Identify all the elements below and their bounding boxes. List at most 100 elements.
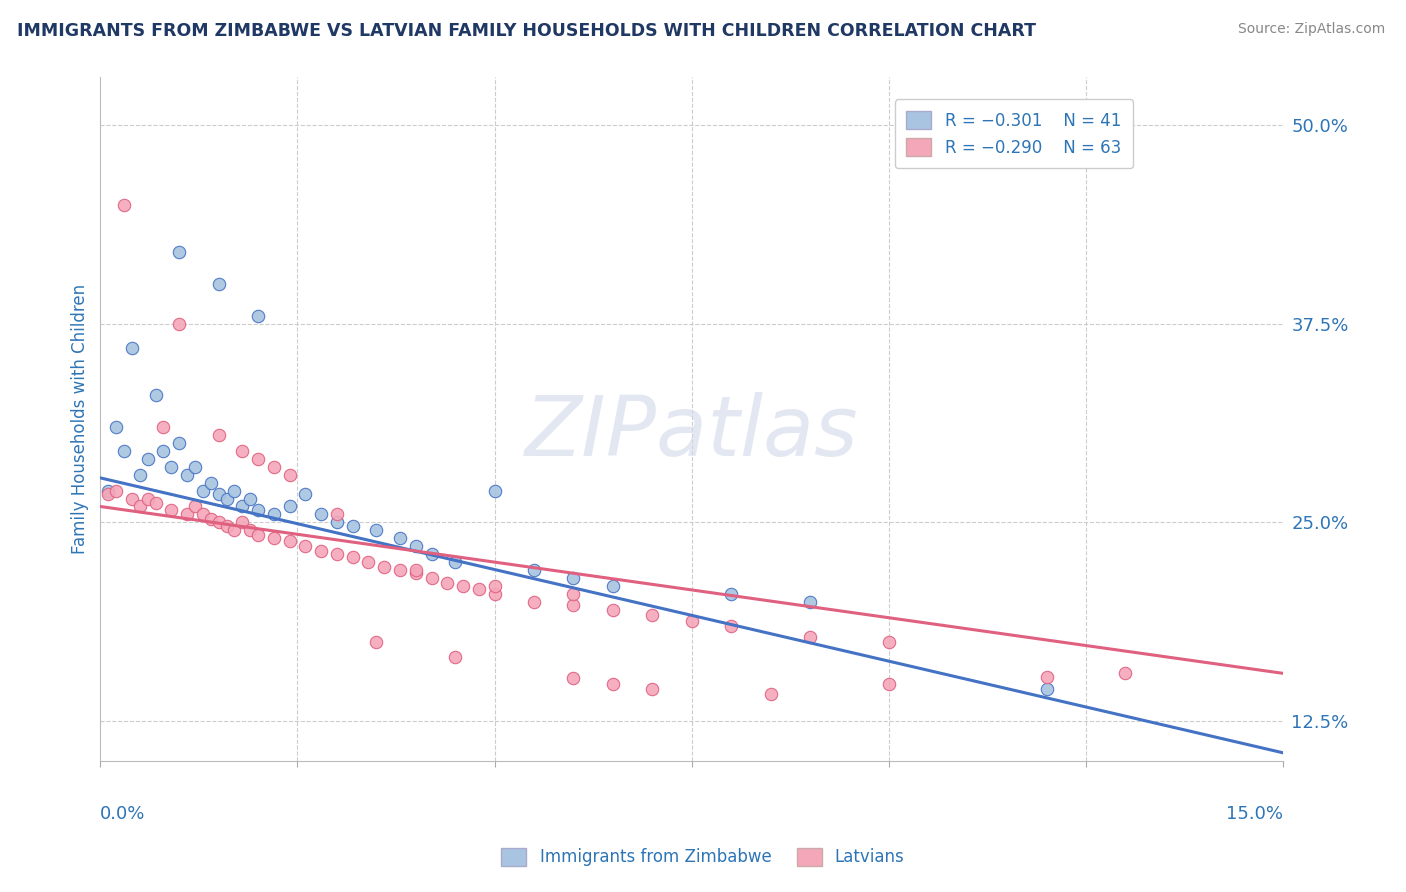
Point [152,443,174,458]
Point [420,571,443,585]
Point [105,483,128,498]
Point [366,524,388,538]
Point [97,487,120,501]
Y-axis label: Family Households with Children: Family Households with Children [72,284,89,554]
Point [231,516,253,530]
Point [681,614,703,628]
Point [112,443,135,458]
Point [160,459,183,474]
Point [97,483,120,498]
Point [484,587,506,601]
Point [405,566,427,581]
Point [263,459,285,474]
Point [247,528,270,542]
Point [191,508,214,522]
Point [436,575,458,590]
Point [247,451,270,466]
Point [602,579,624,593]
Point [136,491,159,506]
Point [641,607,664,622]
Point [167,317,190,331]
Point [278,467,301,482]
Point [176,508,198,522]
Point [263,508,285,522]
Point [224,524,246,538]
Point [1114,666,1136,681]
Point [468,582,491,596]
Point [121,491,143,506]
Point [799,595,821,609]
Point [451,579,474,593]
Text: IMMIGRANTS FROM ZIMBABWE VS LATVIAN FAMILY HOUSEHOLDS WITH CHILDREN CORRELATION : IMMIGRANTS FROM ZIMBABWE VS LATVIAN FAMI… [17,22,1036,40]
Point [326,516,349,530]
Point [799,630,821,644]
Point [602,603,624,617]
Point [405,563,427,577]
Point [231,500,253,514]
Point [523,563,546,577]
Point [388,531,411,545]
Text: ZIPatlas: ZIPatlas [524,392,859,474]
Point [373,560,395,574]
Point [184,500,207,514]
Point [112,197,135,211]
Point [1035,682,1057,697]
Point [207,428,229,442]
Point [200,475,222,490]
Point [239,524,262,538]
Point [263,531,285,545]
Point [562,587,585,601]
Point [309,544,332,558]
Point [444,555,467,569]
Point [200,512,222,526]
Point [247,309,270,323]
Point [720,618,742,632]
Point [484,483,506,498]
Point [484,579,506,593]
Text: 15.0%: 15.0% [1226,805,1284,823]
Point [523,595,546,609]
Point [562,598,585,612]
Point [877,634,900,648]
Point [342,550,364,565]
Point [602,677,624,691]
Point [105,420,128,434]
Point [215,491,238,506]
Point [145,496,167,510]
Point [759,687,782,701]
Point [342,518,364,533]
Point [167,245,190,260]
Text: 0.0%: 0.0% [100,805,146,823]
Point [366,634,388,648]
Point [207,516,229,530]
Point [152,420,174,434]
Point [326,508,349,522]
Point [641,682,664,697]
Point [167,436,190,450]
Point [1035,669,1057,683]
Point [121,341,143,355]
Point [405,539,427,553]
Point [224,483,246,498]
Point [326,547,349,561]
Point [294,539,316,553]
Point [278,500,301,514]
Point [247,502,270,516]
Point [877,677,900,691]
Point [357,555,380,569]
Point [388,563,411,577]
Point [145,388,167,402]
Point [128,467,150,482]
Point [294,487,316,501]
Point [278,534,301,549]
Point [231,443,253,458]
Text: Source: ZipAtlas.com: Source: ZipAtlas.com [1237,22,1385,37]
Point [184,459,207,474]
Point [562,671,585,685]
Legend: R = −0.301    N = 41, R = −0.290    N = 63: R = −0.301 N = 41, R = −0.290 N = 63 [894,99,1133,169]
Point [562,571,585,585]
Point [176,467,198,482]
Point [444,650,467,665]
Point [191,483,214,498]
Point [207,487,229,501]
